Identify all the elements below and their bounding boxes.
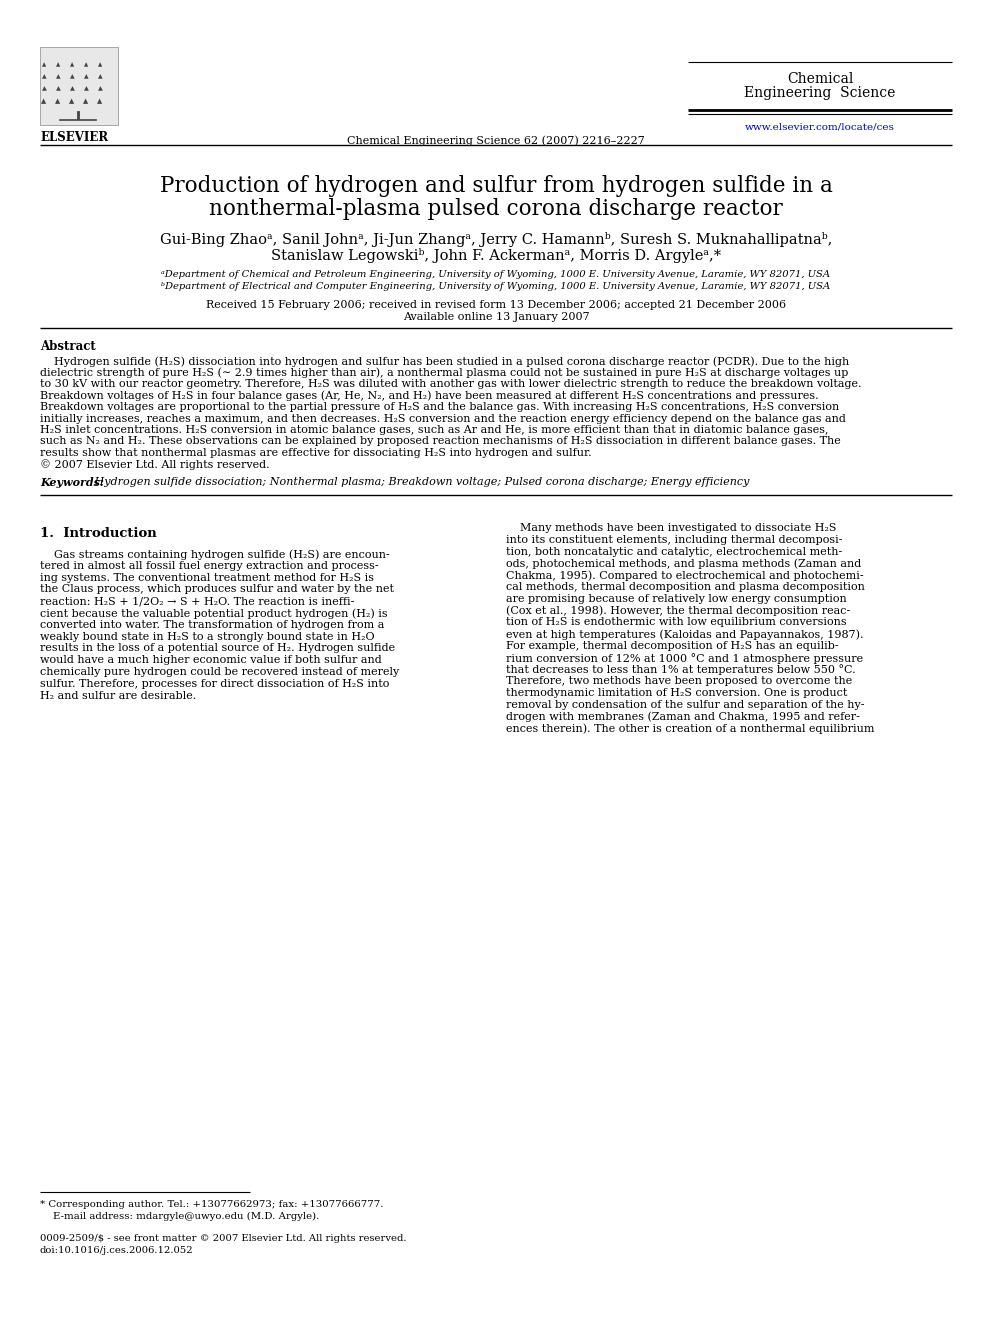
Text: ▲: ▲	[42, 86, 47, 91]
Text: ▲: ▲	[69, 74, 74, 79]
Text: converted into water. The transformation of hydrogen from a: converted into water. The transformation…	[40, 619, 384, 630]
Text: ing systems. The conventional treatment method for H₂S is: ing systems. The conventional treatment …	[40, 573, 374, 582]
Text: initially increases, reaches a maximum, and then decreases. H₂S conversion and t: initially increases, reaches a maximum, …	[40, 414, 846, 423]
Bar	[40, 48, 118, 124]
Text: are promising because of relatively low energy consumption: are promising because of relatively low …	[506, 594, 847, 603]
Text: Many methods have been investigated to dissociate H₂S: Many methods have been investigated to d…	[506, 523, 836, 533]
Text: ▲: ▲	[97, 74, 102, 79]
Text: ▲: ▲	[98, 62, 102, 67]
Text: nonthermal-plasma pulsed corona discharge reactor: nonthermal-plasma pulsed corona discharg…	[209, 198, 783, 220]
Text: ▲: ▲	[69, 86, 74, 91]
Text: Engineering  Science: Engineering Science	[744, 86, 896, 101]
Text: www.elsevier.com/locate/ces: www.elsevier.com/locate/ces	[745, 122, 895, 131]
Text: (Cox et al., 1998). However, the thermal decomposition reac-: (Cox et al., 1998). However, the thermal…	[506, 606, 850, 617]
Text: dielectric strength of pure H₂S (∼ 2.9 times higher than air), a nonthermal plas: dielectric strength of pure H₂S (∼ 2.9 t…	[40, 368, 848, 378]
Text: Hydrogen sulfide (H₂S) dissociation into hydrogen and sulfur has been studied in: Hydrogen sulfide (H₂S) dissociation into…	[40, 356, 849, 366]
Text: 1.  Introduction: 1. Introduction	[40, 527, 157, 540]
Text: * Corresponding author. Tel.: +13077662973; fax: +13077666777.: * Corresponding author. Tel.: +130776629…	[40, 1200, 384, 1209]
Text: Chakma, 1995). Compared to electrochemical and photochemi-: Chakma, 1995). Compared to electrochemic…	[506, 570, 864, 581]
Text: rium conversion of 12% at 1000 °C and 1 atmosphere pressure: rium conversion of 12% at 1000 °C and 1 …	[506, 652, 863, 664]
Text: removal by condensation of the sulfur and separation of the hy-: removal by condensation of the sulfur an…	[506, 700, 864, 710]
Text: Therefore, two methods have been proposed to overcome the: Therefore, two methods have been propose…	[506, 676, 852, 687]
Text: tered in almost all fossil fuel energy extraction and process-: tered in almost all fossil fuel energy e…	[40, 561, 379, 570]
Text: results show that nonthermal plasmas are effective for dissociating H₂S into hyd: results show that nonthermal plasmas are…	[40, 448, 591, 458]
Text: ▲: ▲	[42, 74, 47, 79]
Text: reaction: H₂S + 1/2O₂ → S + H₂O. The reaction is ineffi-: reaction: H₂S + 1/2O₂ → S + H₂O. The rea…	[40, 597, 354, 606]
Text: ences therein). The other is creation of a nonthermal equilibrium: ences therein). The other is creation of…	[506, 724, 875, 734]
Text: tion, both noncatalytic and catalytic, electrochemical meth-: tion, both noncatalytic and catalytic, e…	[506, 546, 842, 557]
Text: ▲: ▲	[42, 98, 47, 105]
Text: that decreases to less than 1% at temperatures below 550 °C.: that decreases to less than 1% at temper…	[506, 664, 856, 676]
Text: Chemical Engineering Science 62 (2007) 2216–2227: Chemical Engineering Science 62 (2007) 2…	[347, 135, 645, 146]
Text: Gui-Bing Zhaoᵃ, Sanil Johnᵃ, Ji-Jun Zhangᵃ, Jerry C. Hamannᵇ, Suresh S. Muknahal: Gui-Bing Zhaoᵃ, Sanil Johnᵃ, Ji-Jun Zhan…	[160, 232, 832, 247]
Text: chemically pure hydrogen could be recovered instead of merely: chemically pure hydrogen could be recove…	[40, 667, 399, 677]
Text: ▲: ▲	[56, 98, 61, 105]
Text: For example, thermal decomposition of H₂S has an equilib-: For example, thermal decomposition of H₂…	[506, 642, 838, 651]
Text: ▲: ▲	[56, 86, 61, 91]
Text: © 2007 Elsevier Ltd. All rights reserved.: © 2007 Elsevier Ltd. All rights reserved…	[40, 459, 270, 470]
Text: ▲: ▲	[56, 74, 61, 79]
Text: Available online 13 January 2007: Available online 13 January 2007	[403, 312, 589, 321]
Text: E-mail address: mdargyle@uwyo.edu (M.D. Argyle).: E-mail address: mdargyle@uwyo.edu (M.D. …	[40, 1212, 319, 1221]
Text: ▲: ▲	[56, 62, 61, 67]
Text: ▲: ▲	[83, 86, 88, 91]
Text: ods, photochemical methods, and plasma methods (Zaman and: ods, photochemical methods, and plasma m…	[506, 558, 861, 569]
Text: ▲: ▲	[97, 86, 102, 91]
Text: ▲: ▲	[83, 74, 88, 79]
Text: drogen with membranes (Zaman and Chakma, 1995 and refer-: drogen with membranes (Zaman and Chakma,…	[506, 712, 860, 722]
Text: ▲: ▲	[83, 98, 88, 105]
Text: 0009-2509/$ - see front matter © 2007 Elsevier Ltd. All rights reserved.: 0009-2509/$ - see front matter © 2007 El…	[40, 1234, 407, 1244]
Text: ▲: ▲	[84, 62, 88, 67]
Text: thermodynamic limitation of H₂S conversion. One is product: thermodynamic limitation of H₂S conversi…	[506, 688, 847, 699]
Text: cal methods, thermal decomposition and plasma decomposition: cal methods, thermal decomposition and p…	[506, 582, 865, 591]
Text: would have a much higher economic value if both sulfur and: would have a much higher economic value …	[40, 655, 382, 665]
Text: Breakdown voltages are proportional to the partial pressure of H₂S and the balan: Breakdown voltages are proportional to t…	[40, 402, 839, 411]
Text: H₂S inlet concentrations. H₂S conversion in atomic balance gases, such as Ar and: H₂S inlet concentrations. H₂S conversion…	[40, 425, 828, 435]
Text: to 30 kV with our reactor geometry. Therefore, H₂S was diluted with another gas : to 30 kV with our reactor geometry. Ther…	[40, 378, 861, 389]
Text: results in the loss of a potential source of H₂. Hydrogen sulfide: results in the loss of a potential sourc…	[40, 643, 395, 654]
Text: ▲: ▲	[69, 62, 74, 67]
Text: doi:10.1016/j.ces.2006.12.052: doi:10.1016/j.ces.2006.12.052	[40, 1246, 193, 1256]
Text: ▲: ▲	[42, 62, 46, 67]
Text: ᵃDepartment of Chemical and Petroleum Engineering, University of Wyoming, 1000 E: ᵃDepartment of Chemical and Petroleum En…	[162, 270, 830, 279]
Text: such as N₂ and H₂. These observations can be explained by proposed reaction mech: such as N₂ and H₂. These observations ca…	[40, 437, 841, 446]
Text: Production of hydrogen and sulfur from hydrogen sulfide in a: Production of hydrogen and sulfur from h…	[160, 175, 832, 197]
Text: tion of H₂S is endothermic with low equilibrium conversions: tion of H₂S is endothermic with low equi…	[506, 618, 846, 627]
Text: ᵇDepartment of Electrical and Computer Engineering, University of Wyoming, 1000 : ᵇDepartment of Electrical and Computer E…	[162, 282, 830, 291]
Text: into its constituent elements, including thermal decomposi-: into its constituent elements, including…	[506, 534, 842, 545]
Text: Stanislaw Legowskiᵇ, John F. Ackermanᵃ, Morris D. Argyleᵃ,*: Stanislaw Legowskiᵇ, John F. Ackermanᵃ, …	[271, 247, 721, 263]
Text: ▲: ▲	[97, 98, 102, 105]
Text: cient because the valuable potential product hydrogen (H₂) is: cient because the valuable potential pro…	[40, 609, 388, 619]
Text: H₂ and sulfur are desirable.: H₂ and sulfur are desirable.	[40, 691, 196, 701]
Text: Received 15 February 2006; received in revised form 13 December 2006; accepted 2: Received 15 February 2006; received in r…	[206, 300, 786, 310]
Text: Abstract: Abstract	[40, 340, 96, 353]
Text: even at high temperatures (Kaloidas and Papayannakos, 1987).: even at high temperatures (Kaloidas and …	[506, 630, 863, 640]
Text: ELSEVIER: ELSEVIER	[40, 131, 108, 144]
Text: Hydrogen sulfide dissociation; Nonthermal plasma; Breakdown voltage; Pulsed coro: Hydrogen sulfide dissociation; Nontherma…	[91, 478, 749, 487]
Text: Breakdown voltages of H₂S in four balance gases (Ar, He, N₂, and H₂) have been m: Breakdown voltages of H₂S in four balanc…	[40, 390, 818, 401]
Text: the Claus process, which produces sulfur and water by the net: the Claus process, which produces sulfur…	[40, 585, 394, 594]
Text: Chemical: Chemical	[787, 71, 853, 86]
Text: weakly bound state in H₂S to a strongly bound state in H₂O: weakly bound state in H₂S to a strongly …	[40, 631, 375, 642]
Text: ▲: ▲	[69, 98, 74, 105]
Text: Keywords:: Keywords:	[40, 478, 104, 488]
Text: Gas streams containing hydrogen sulfide (H₂S) are encoun-: Gas streams containing hydrogen sulfide …	[40, 549, 390, 560]
Text: sulfur. Therefore, processes for direct dissociation of H₂S into: sulfur. Therefore, processes for direct …	[40, 679, 390, 689]
